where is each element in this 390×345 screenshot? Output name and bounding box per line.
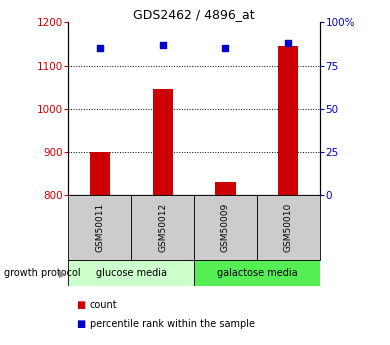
Text: GSM50011: GSM50011 (95, 203, 104, 252)
Text: count: count (90, 300, 117, 310)
Bar (194, 195, 257, 260)
Text: ▶: ▶ (58, 268, 66, 278)
Point (97, 46, 103, 51)
Bar (90, 152, 110, 195)
Point (285, 40, 291, 46)
Bar (278, 46, 298, 195)
Text: percentile rank within the sample: percentile rank within the sample (90, 319, 255, 329)
Bar (152, 89, 173, 195)
Bar (215, 182, 236, 195)
Bar (194, 260, 320, 286)
Bar (68, 260, 194, 286)
Text: ■: ■ (76, 300, 85, 310)
Text: GSM50010: GSM50010 (284, 203, 293, 252)
Bar (257, 195, 320, 260)
Bar (68, 195, 131, 260)
Text: ■: ■ (76, 319, 85, 329)
Text: growth protocol: growth protocol (4, 268, 80, 278)
Text: GSM50012: GSM50012 (158, 203, 167, 252)
Text: GSM50009: GSM50009 (221, 203, 230, 252)
Text: glucose media: glucose media (96, 268, 167, 278)
Point (160, 42, 166, 48)
Bar (131, 195, 194, 260)
Point (222, 46, 229, 51)
Title: GDS2462 / 4896_at: GDS2462 / 4896_at (133, 8, 255, 21)
Text: galactose media: galactose media (216, 268, 297, 278)
